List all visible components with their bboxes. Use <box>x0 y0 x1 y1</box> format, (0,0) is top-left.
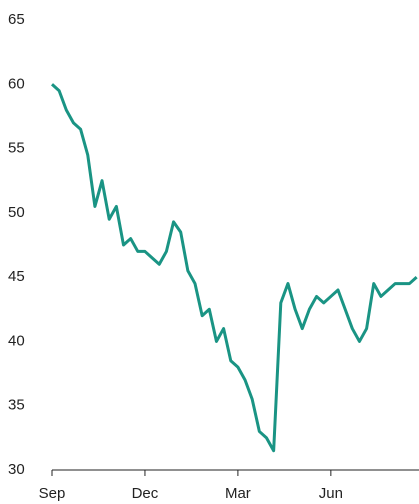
y-tick-label: 55 <box>8 140 25 157</box>
line <box>50 83 418 453</box>
y-tick-label: 40 <box>8 332 25 349</box>
y-tick-label: 65 <box>8 11 25 28</box>
x-tick-label: Dec <box>132 485 159 502</box>
y-tick-label: 35 <box>8 397 25 414</box>
y-tick-label: 60 <box>8 75 25 92</box>
x-tick-label: Mar <box>225 485 251 502</box>
y-tick-label: 45 <box>8 268 25 285</box>
y-tick-label: 50 <box>8 204 25 221</box>
x-tick-label: Sep <box>39 485 66 502</box>
x-tick-label: Jun <box>319 485 343 502</box>
y-tick-label: 30 <box>8 461 25 478</box>
